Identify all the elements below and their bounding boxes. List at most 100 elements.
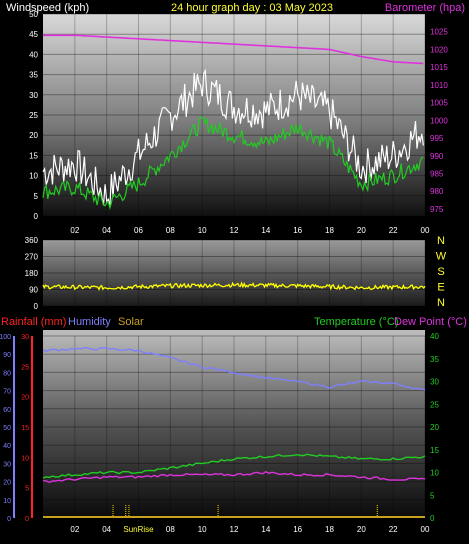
hour-tick: 08 xyxy=(166,226,175,235)
barometer-axis-tick: 975 xyxy=(430,205,444,214)
humidity-axis-tick: 100 xyxy=(0,334,11,341)
wind-axis-tick: 0 xyxy=(34,212,39,221)
barometer-axis-tick: 1010 xyxy=(430,81,448,90)
wind-axis-tick: 30 xyxy=(29,91,38,100)
hour-tick: 18 xyxy=(325,525,334,534)
rain-axis-tick: 5 xyxy=(25,486,29,493)
hour-tick: 04 xyxy=(102,226,111,235)
series-wind xyxy=(42,115,424,211)
hour-tick: 16 xyxy=(293,226,302,235)
temperature-axis-tick: 30 xyxy=(430,378,439,387)
hour-tick: 22 xyxy=(389,226,398,235)
humidity-axis-tick: 80 xyxy=(3,370,11,377)
barometer-axis-tick: 1020 xyxy=(430,45,448,54)
series-wind-direction xyxy=(42,281,426,291)
barometer-axis-tick: 985 xyxy=(430,169,444,178)
temperature-axis-tick: 5 xyxy=(430,491,435,500)
hour-tick: 00 xyxy=(421,226,430,235)
legend-temperature: Temperature (°C) xyxy=(314,316,398,328)
hour-tick: 10 xyxy=(198,525,207,534)
direction-axis-tick: 180 xyxy=(25,269,39,278)
direction-axis-tick: 270 xyxy=(25,253,39,262)
temperature-axis-tick: 15 xyxy=(430,446,439,455)
hour-tick: 00 xyxy=(421,525,430,534)
hour-tick: 16 xyxy=(293,525,302,534)
windspeed-label: Windspeed (kph) xyxy=(6,2,89,14)
hour-tick: 06 xyxy=(134,226,143,235)
hour-tick: 20 xyxy=(357,525,366,534)
direction-axis-tick: 90 xyxy=(29,286,38,295)
graph-title: 24 hour graph day : 03 May 2023 xyxy=(171,2,333,14)
hour-tick: 12 xyxy=(230,525,239,534)
barometer-axis-tick: 1015 xyxy=(430,63,448,72)
wind-axis-tick: 35 xyxy=(29,71,38,80)
temperature-axis-tick: 25 xyxy=(430,400,439,409)
series-dew xyxy=(42,470,426,484)
barometer-axis-tick: 1000 xyxy=(430,116,448,125)
barometer-axis-tick: 980 xyxy=(430,187,444,196)
hour-tick: 02 xyxy=(70,525,79,534)
temperature-axis-tick: 0 xyxy=(430,514,435,523)
hour-tick: 22 xyxy=(389,525,398,534)
humidity-axis-tick: 50 xyxy=(3,425,11,432)
legend-humidity: Humidity xyxy=(68,316,111,328)
wind-axis-tick: 50 xyxy=(29,10,38,19)
legend-dewpoint: Dew Point (°C) xyxy=(394,316,467,328)
barometer-axis-tick: 1025 xyxy=(430,28,448,37)
hour-tick: 08 xyxy=(166,525,175,534)
legend-solar: Solar xyxy=(118,316,144,328)
temperature-axis-tick: 40 xyxy=(430,332,439,341)
rain-axis-tick: 25 xyxy=(21,364,29,371)
wind-axis-tick: 40 xyxy=(29,50,38,59)
humidity-axis-tick: 10 xyxy=(3,498,11,505)
wind-axis-tick: 45 xyxy=(29,30,38,39)
barometer-label: Barometer (hpa) xyxy=(385,2,465,14)
rain-axis-tick: 30 xyxy=(21,334,29,341)
rain-axis-tick: 10 xyxy=(21,455,29,462)
hour-tick: 04 xyxy=(102,525,111,534)
rain-axis-tick: 20 xyxy=(21,395,29,402)
series-temperature xyxy=(42,453,426,479)
hour-tick: 14 xyxy=(261,525,270,534)
humidity-axis-tick: 70 xyxy=(3,389,11,396)
temperature-axis-tick: 10 xyxy=(430,469,439,478)
direction-axis-tick: 360 xyxy=(25,236,39,245)
series-barometer xyxy=(43,34,424,65)
barometer-axis-tick: 995 xyxy=(430,134,444,143)
direction-axis-tick: 0 xyxy=(34,302,39,311)
barometer-axis-tick: 1005 xyxy=(430,99,448,108)
direction-letter: S xyxy=(437,266,444,278)
wind-axis-tick: 20 xyxy=(29,131,38,140)
barometer-axis-tick: 990 xyxy=(430,152,444,161)
hour-tick: 10 xyxy=(198,226,207,235)
humidity-axis-tick: 20 xyxy=(3,480,11,487)
humidity-axis-tick: 30 xyxy=(3,461,11,468)
hour-tick: 12 xyxy=(230,226,239,235)
wind-axis-tick: 10 xyxy=(29,172,38,181)
direction-panel xyxy=(43,240,425,306)
wind-axis-tick: 25 xyxy=(29,111,38,120)
wind-axis-tick: 15 xyxy=(29,151,38,160)
temperature-panel xyxy=(43,330,425,518)
series-gust xyxy=(42,68,424,208)
hour-tick: 18 xyxy=(325,226,334,235)
humidity-axis-tick: 0 xyxy=(7,516,11,523)
wind-axis-tick: 5 xyxy=(34,192,39,201)
temperature-axis-tick: 35 xyxy=(430,355,439,364)
wind-panel xyxy=(43,14,425,216)
temperature-axis-tick: 20 xyxy=(430,423,439,432)
hour-tick: 14 xyxy=(261,226,270,235)
direction-letter: W xyxy=(436,251,447,263)
hour-tick: 20 xyxy=(357,226,366,235)
direction-letter: N xyxy=(437,297,445,309)
humidity-axis-tick: 60 xyxy=(3,407,11,414)
series-humidity xyxy=(42,346,426,391)
direction-letter: N xyxy=(437,235,445,247)
legend-rainfall: Rainfall (mm) xyxy=(1,316,66,328)
direction-letter: E xyxy=(437,282,444,294)
humidity-axis-tick: 40 xyxy=(3,443,11,450)
rain-axis-tick: 0 xyxy=(25,516,29,523)
hour-tick: 02 xyxy=(70,226,79,235)
rain-axis-tick: 15 xyxy=(21,425,29,432)
